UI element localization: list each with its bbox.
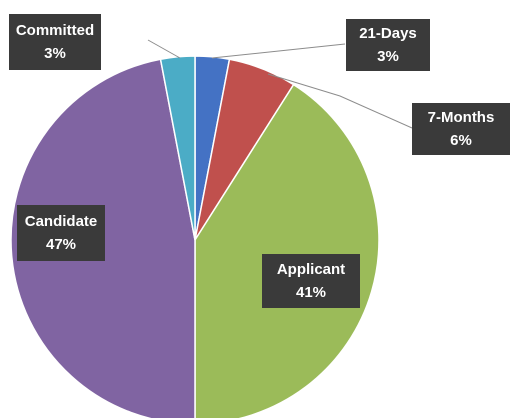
value-label: 41%: [296, 284, 326, 301]
leader-line: [211, 43, 346, 59]
pie: [10, 55, 380, 418]
pie-slice: [194, 83, 380, 418]
data-labels: 21-Days 3% 7-Months 6% Applicant 41% Candidate…: [9, 14, 510, 308]
category-label: Candidate: [25, 213, 98, 230]
leader-line: [267, 73, 413, 129]
value-label: 3%: [377, 48, 399, 65]
category-label: Applicant: [277, 261, 345, 278]
label-box: [412, 103, 510, 155]
value-label: 47%: [46, 236, 76, 253]
leader-line: [147, 39, 181, 59]
label-box: [346, 19, 430, 71]
label-box: [9, 14, 101, 70]
leader-lines: [147, 39, 413, 129]
label-box: [17, 205, 105, 261]
label-box: [262, 254, 360, 308]
value-label: 3%: [44, 45, 66, 62]
category-label: 21-Days: [359, 25, 417, 42]
value-label: 6%: [450, 132, 472, 149]
category-label: 7-Months: [428, 109, 495, 126]
category-label: Committed: [16, 22, 94, 39]
